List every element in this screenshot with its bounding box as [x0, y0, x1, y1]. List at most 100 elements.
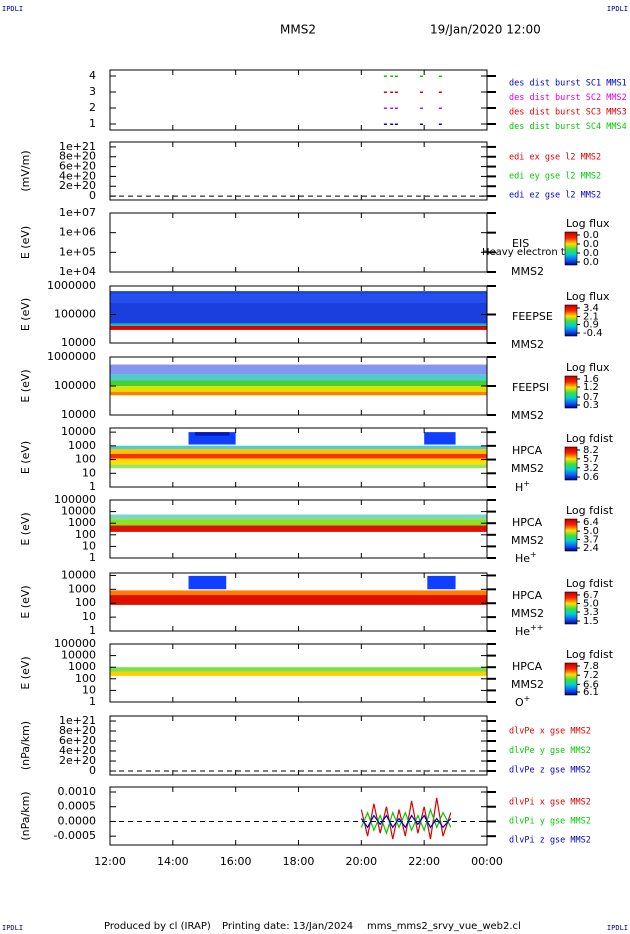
y-axis-label: E (eV) [19, 656, 32, 689]
title: MMS2 [280, 23, 316, 37]
colorbar-tick-label: 0.6 [583, 472, 599, 483]
legend-entry: des dist burst SC3 MMS3 [509, 108, 627, 118]
spectrogram-band [110, 667, 487, 672]
y-tick-label: 2e+20 [59, 754, 96, 767]
y-tick-label: 8e+20 [59, 150, 96, 163]
y-tick-label: 1000 [68, 582, 96, 595]
colorbar-title: Log fdist [566, 577, 614, 590]
species-base: O [515, 696, 524, 709]
y-tick-label: 1000 [68, 516, 96, 529]
colorbar-tick-label: 0.0 [583, 257, 599, 268]
burst-marker [394, 107, 398, 109]
colorbar-tick-label: 5.7 [583, 454, 599, 465]
species-base: He [515, 552, 530, 565]
burst-marker [420, 123, 424, 125]
colorbar [564, 304, 578, 337]
burst-marker [390, 75, 394, 77]
legend-entry: dlvPe y gse MMS2 [509, 746, 591, 756]
y-axis-label: E (eV) [19, 585, 32, 618]
burst-marker [438, 75, 442, 77]
legend-entry: dlvPe x gse MMS2 [509, 727, 591, 737]
y-tick-label: 100 [75, 672, 96, 685]
spectrogram-band [110, 464, 487, 469]
x-tick-label: 20:00 [345, 855, 377, 868]
y-tick-label: 6e+20 [59, 734, 96, 747]
y-axis-label: E (eV) [19, 512, 32, 545]
spectrogram-band [110, 595, 487, 605]
x-tick-label: 12:00 [94, 855, 126, 868]
species: He++ [515, 623, 543, 639]
legend-entry: dlvPi z gse MMS2 [509, 836, 591, 846]
colorbar-tick-label: 6.4 [583, 517, 599, 528]
y-tick-label: 1 [89, 551, 96, 564]
legend-entry: dlvPe z gse MMS2 [509, 766, 591, 776]
y-tick-label: 1 [89, 480, 96, 493]
spectrogram-band [110, 323, 487, 326]
instrument: HPCA [512, 660, 543, 673]
spectrogram-band [110, 386, 487, 392]
y-tick-label: 1000000 [47, 350, 96, 363]
colorbar [564, 591, 578, 625]
instrument: FEEPSI [512, 381, 549, 394]
spacecraft: MMS2 [511, 338, 544, 351]
spectrogram-band [110, 380, 487, 386]
data-line [360, 814, 452, 829]
y-axis-label: E (eV) [19, 369, 32, 402]
instrument: HPCA [512, 589, 543, 602]
y-tick-label: 2e+20 [59, 179, 96, 192]
colorbar-tick-label: 5.0 [583, 526, 599, 537]
footer-producer: Produced by cl (IRAP) [104, 921, 211, 932]
burst-marker [438, 91, 442, 93]
spectrogram-band [110, 364, 487, 375]
spacecraft: MMS2 [511, 265, 544, 278]
burst-marker [390, 91, 394, 93]
colorbar-tick-label: 7.2 [583, 670, 599, 681]
colorbar-tick-label: 3.7 [583, 535, 599, 546]
y-tick-label: 4 [89, 69, 96, 82]
spectrogram-band [110, 458, 487, 465]
y-tick-label: 10 [82, 683, 96, 696]
footer-date: Printing date: 13/Jan/2024 [222, 921, 353, 932]
species-charge: + [530, 550, 537, 559]
y-tick-label: 0.0000 [58, 814, 97, 827]
x-tick-label: 14:00 [157, 855, 189, 868]
spectrogram-band [110, 525, 487, 532]
species-base: He [515, 625, 530, 638]
y-tick-label: 1000 [68, 660, 96, 673]
colorbar-tick-label: 3.3 [583, 607, 599, 618]
y-tick-label: 10000 [61, 425, 96, 438]
species: O+ [515, 694, 530, 710]
spectrogram-band [110, 453, 487, 459]
date: 19/Jan/2020 12:00 [430, 23, 541, 37]
colorbar-tick-label: 2.1 [583, 312, 599, 323]
legend-entry: edi ey gse l2 MMS2 [509, 172, 601, 182]
corner-label: IPDLI [2, 5, 23, 13]
corner-label: IPDLI [607, 924, 628, 932]
colorbar-tick-label: 1.2 [583, 382, 599, 393]
y-tick-label: 8e+20 [59, 724, 96, 737]
y-axis-label: (mV/m) [19, 150, 32, 191]
legend-entry: dlvPi x gse MMS2 [509, 798, 591, 808]
y-tick-label: 0.0010 [58, 785, 97, 798]
y-axis-label: E (eV) [19, 226, 32, 259]
y-tick-label: 1e+21 [59, 714, 96, 727]
colorbar-tick-label: 3.2 [583, 463, 599, 474]
y-tick-label: 3 [89, 85, 96, 98]
spectrogram-band [110, 374, 487, 381]
y-tick-label: 1000 [68, 439, 96, 452]
data-line [360, 797, 452, 840]
burst-marker [420, 91, 424, 93]
colorbar-tick-label: 2.4 [583, 543, 599, 554]
colorbar-title: Log fdist [566, 648, 614, 661]
spectrogram-band [110, 449, 487, 454]
y-tick-label: 10 [82, 466, 96, 479]
burst-marker [420, 75, 424, 77]
y-tick-label: 10000 [61, 408, 96, 421]
colorbar-tick-label: 0.7 [583, 392, 599, 403]
spectrogram-band [188, 575, 227, 590]
spectrogram-band [194, 432, 230, 436]
spectrogram-band [427, 575, 456, 590]
y-axis-label: (nPa/km) [19, 721, 32, 770]
burst-marker [383, 123, 387, 125]
colorbar-tick-label: 0.3 [583, 400, 599, 411]
